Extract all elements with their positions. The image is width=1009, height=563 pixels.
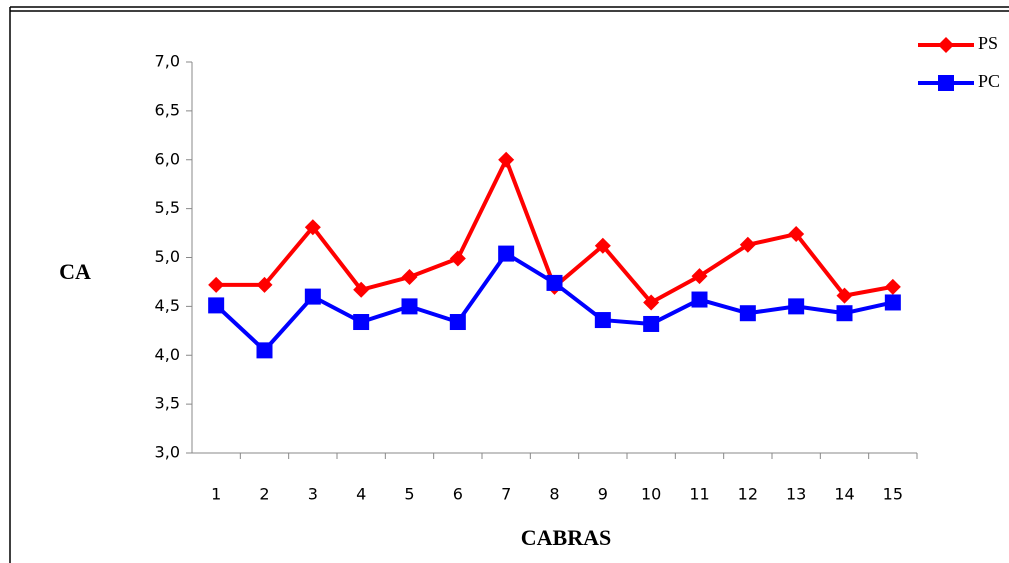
point <box>304 288 321 305</box>
point <box>836 287 853 304</box>
point <box>208 297 225 314</box>
point <box>304 219 321 236</box>
point <box>884 294 901 311</box>
y-tick-label: 4,5 <box>155 296 180 315</box>
x-tick-label: 1 <box>211 485 221 504</box>
y-tick-label: 3,0 <box>155 443 180 462</box>
point <box>401 298 418 315</box>
point <box>788 298 805 315</box>
y-tick-label: 5,0 <box>155 247 180 266</box>
x-tick-label: 5 <box>404 485 414 504</box>
y-axis-title: CA <box>59 259 91 284</box>
legend-label: PC <box>978 71 1000 91</box>
y-tick-label: 3,5 <box>155 394 180 413</box>
point <box>449 250 466 267</box>
legend-marker <box>938 37 954 53</box>
x-tick-label: 14 <box>834 485 854 504</box>
point <box>498 151 515 168</box>
point <box>788 226 805 243</box>
x-tick-label: 11 <box>689 485 709 504</box>
x-tick-label: 9 <box>598 485 608 504</box>
y-tick-label: 4,0 <box>155 345 180 364</box>
legend-marker <box>938 75 954 91</box>
legend-label: PS <box>978 33 998 53</box>
point <box>643 294 660 311</box>
point <box>691 268 708 285</box>
point <box>594 237 611 254</box>
point <box>594 312 611 329</box>
point <box>256 342 273 359</box>
x-tick-label: 6 <box>453 485 463 504</box>
point <box>353 314 370 331</box>
point <box>449 314 466 331</box>
y-tick-label: 6,0 <box>155 149 180 168</box>
point <box>256 276 273 293</box>
x-tick-label: 13 <box>786 485 806 504</box>
x-axis-title: CABRAS <box>521 525 611 550</box>
x-tick-label: 7 <box>501 485 511 504</box>
x-tick-label: 2 <box>259 485 269 504</box>
x-tick-label: 3 <box>308 485 318 504</box>
x-tick-label: 10 <box>641 485 661 504</box>
point <box>401 269 418 286</box>
y-tick-label: 5,5 <box>155 198 180 217</box>
point <box>739 236 756 253</box>
point <box>836 305 853 322</box>
y-tick-label: 7,0 <box>155 52 180 71</box>
point <box>643 315 660 332</box>
x-tick-label: 15 <box>883 485 903 504</box>
point <box>884 278 901 295</box>
point <box>691 291 708 308</box>
point <box>208 276 225 293</box>
point <box>498 245 515 262</box>
point <box>546 274 563 291</box>
point <box>353 281 370 298</box>
point <box>739 305 756 322</box>
x-tick-label: 8 <box>549 485 559 504</box>
x-tick-label: 12 <box>738 485 758 504</box>
y-tick-label: 6,5 <box>155 100 180 119</box>
x-tick-label: 4 <box>356 485 366 504</box>
